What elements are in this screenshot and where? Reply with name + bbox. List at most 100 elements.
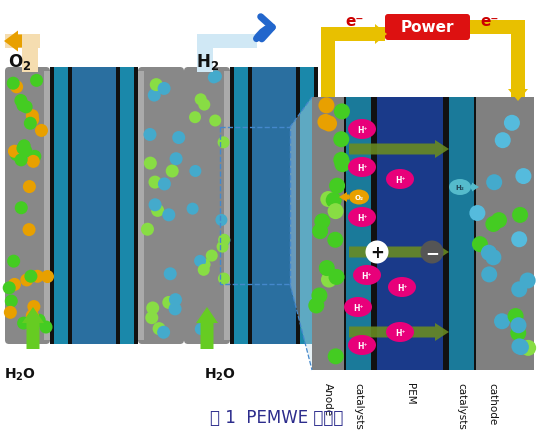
Bar [444, 98, 448, 370]
Bar [371, 98, 373, 370]
Bar [72, 68, 116, 344]
Circle shape [194, 255, 206, 267]
Text: +: + [370, 243, 384, 261]
Text: H⁺: H⁺ [362, 272, 372, 281]
Circle shape [9, 148, 23, 162]
Text: H⁺: H⁺ [357, 126, 367, 135]
Circle shape [30, 75, 43, 88]
Circle shape [510, 317, 526, 334]
Circle shape [166, 165, 179, 178]
Circle shape [20, 101, 33, 114]
Bar [116, 68, 120, 344]
Circle shape [333, 132, 349, 148]
Bar [345, 98, 372, 370]
Ellipse shape [388, 277, 416, 297]
FancyArrow shape [349, 323, 449, 341]
Circle shape [4, 306, 17, 319]
Bar [474, 98, 476, 370]
Circle shape [33, 314, 46, 327]
Bar [470, 21, 525, 35]
Circle shape [334, 104, 350, 120]
Circle shape [218, 234, 230, 246]
Circle shape [148, 89, 161, 102]
Text: H⁺: H⁺ [353, 304, 363, 313]
Bar [197, 35, 213, 73]
Circle shape [520, 340, 536, 356]
Circle shape [15, 202, 28, 215]
Bar [224, 72, 230, 340]
Bar [375, 98, 377, 370]
Circle shape [333, 153, 349, 169]
Circle shape [158, 178, 171, 191]
Circle shape [164, 267, 177, 281]
Circle shape [508, 308, 524, 324]
Circle shape [321, 272, 337, 288]
Circle shape [328, 269, 345, 285]
Circle shape [5, 295, 18, 308]
Bar [134, 68, 138, 344]
FancyArrowPatch shape [257, 18, 272, 40]
Bar [197, 35, 257, 49]
Ellipse shape [386, 322, 414, 342]
Ellipse shape [348, 120, 376, 140]
Bar [447, 98, 449, 370]
Circle shape [10, 81, 23, 94]
Circle shape [312, 224, 328, 240]
Circle shape [504, 116, 520, 132]
Circle shape [511, 232, 527, 248]
Text: e⁻: e⁻ [346, 15, 364, 29]
Circle shape [335, 157, 351, 173]
Circle shape [26, 310, 39, 322]
Ellipse shape [349, 190, 369, 205]
Circle shape [19, 145, 32, 158]
Circle shape [311, 288, 327, 304]
Text: $\mathbf{H_2O}$: $\mathbf{H_2O}$ [4, 366, 36, 383]
Circle shape [210, 71, 222, 83]
Text: O₂: O₂ [354, 194, 363, 200]
Circle shape [494, 313, 510, 329]
Circle shape [149, 199, 161, 212]
Circle shape [162, 296, 175, 309]
Bar [312, 98, 345, 370]
Bar [22, 35, 38, 73]
FancyArrow shape [373, 25, 387, 45]
Circle shape [186, 203, 199, 215]
Circle shape [199, 259, 211, 271]
Circle shape [327, 232, 343, 248]
Circle shape [329, 178, 345, 194]
Ellipse shape [348, 158, 376, 178]
Text: H⁺: H⁺ [357, 214, 367, 223]
FancyArrow shape [508, 90, 528, 102]
Circle shape [157, 326, 170, 339]
Circle shape [8, 278, 21, 291]
Text: cathode: cathode [487, 382, 497, 424]
Bar [321, 28, 385, 42]
Bar [54, 68, 68, 344]
Circle shape [150, 79, 163, 92]
Text: H⁺: H⁺ [357, 164, 367, 173]
Circle shape [495, 133, 511, 149]
Bar [511, 21, 525, 98]
Circle shape [199, 99, 210, 111]
FancyArrow shape [4, 31, 22, 52]
Circle shape [512, 338, 528, 354]
Circle shape [308, 298, 324, 314]
Circle shape [515, 169, 531, 184]
Circle shape [218, 235, 231, 247]
Text: $\mathbf{H_2O}$: $\mathbf{H_2O}$ [204, 366, 236, 383]
Bar [234, 68, 248, 344]
Circle shape [216, 215, 227, 226]
Circle shape [26, 110, 39, 123]
FancyBboxPatch shape [138, 68, 184, 344]
Circle shape [153, 322, 165, 335]
Circle shape [27, 301, 40, 313]
Polygon shape [290, 98, 312, 370]
Circle shape [198, 264, 210, 276]
Circle shape [151, 204, 164, 218]
Bar [296, 68, 300, 344]
Circle shape [319, 98, 335, 114]
Bar [248, 68, 252, 344]
Text: H⁺: H⁺ [395, 329, 405, 338]
Text: $\mathbf{H_2}$: $\mathbf{H_2}$ [196, 52, 220, 72]
Ellipse shape [353, 265, 381, 286]
